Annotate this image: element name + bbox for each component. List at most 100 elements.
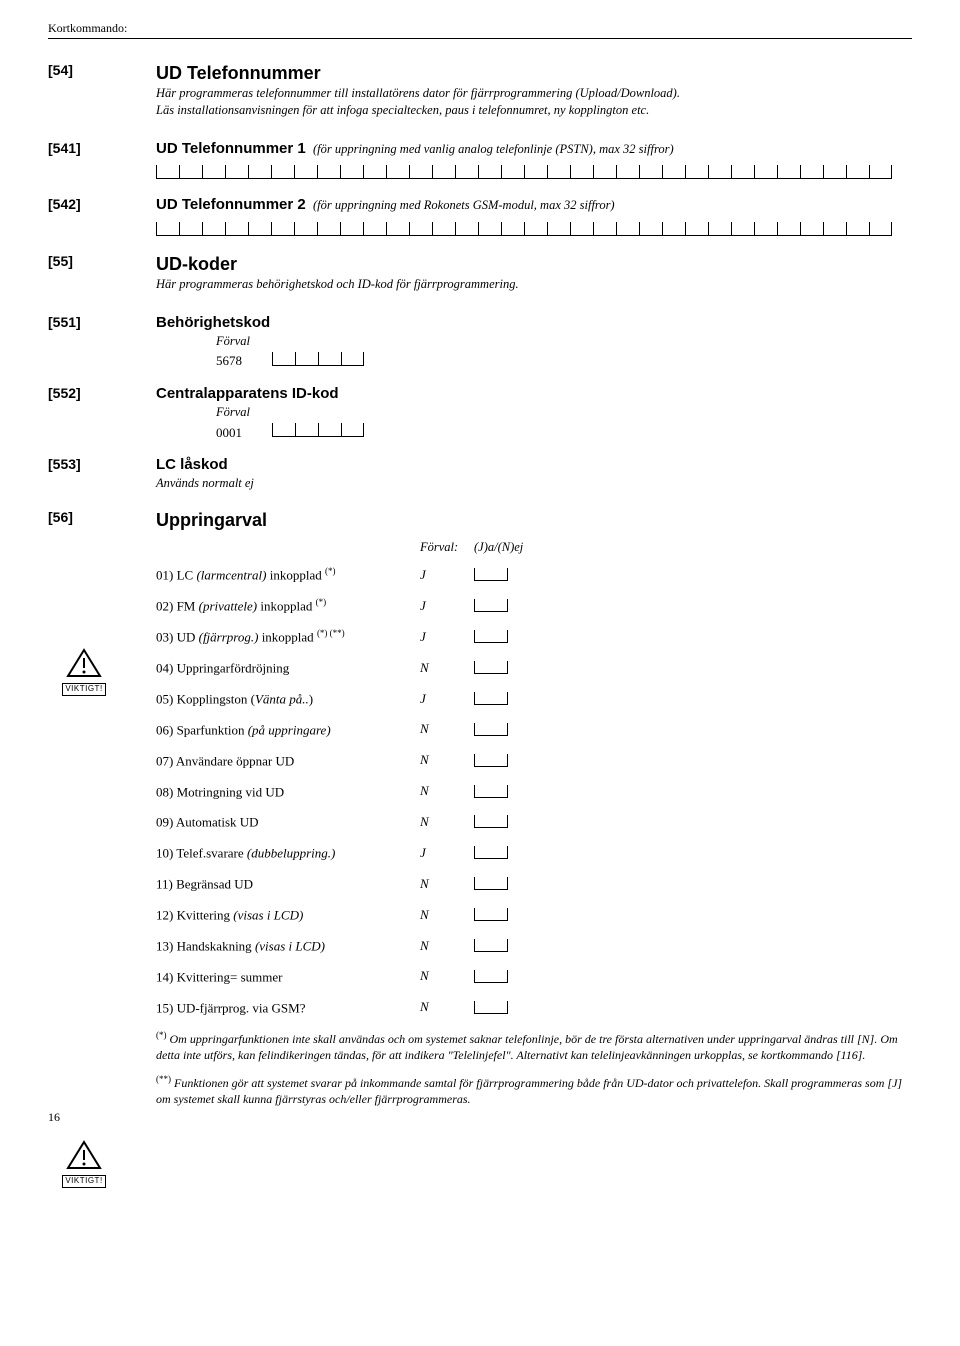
upr-default: J xyxy=(420,597,474,615)
upr-label: 06) Sparfunktion (på uppringare) xyxy=(156,720,420,739)
upr-label: 05) Kopplingston (Vänta på..) xyxy=(156,689,420,708)
warning-icon-2: VIKTIGT! xyxy=(62,1140,106,1188)
code-553: [553] xyxy=(48,455,156,474)
input-541[interactable] xyxy=(156,165,912,179)
upr-label: 02) FM (privattele) inkopplad (*) xyxy=(156,596,420,615)
upr-default: J xyxy=(420,690,474,708)
upr-default: N xyxy=(420,659,474,677)
title-55: UD-koder xyxy=(156,252,912,276)
upr-row: 11) Begränsad UDN xyxy=(156,874,912,893)
upr-default: N xyxy=(420,998,474,1016)
forval-val-551: 5678 xyxy=(216,352,242,370)
upr-row: 08) Motringning vid UDN xyxy=(156,782,912,801)
upr-input[interactable] xyxy=(474,630,508,643)
code-552: [552] xyxy=(48,384,156,403)
after-541: (för uppringning med vanlig analog telef… xyxy=(313,142,674,156)
code-542: [542] xyxy=(48,195,156,214)
title-54: UD Telefonnummer xyxy=(156,61,912,85)
upr-row: 07) Användare öppnar UDN xyxy=(156,751,912,770)
upr-label: 14) Kvittering= summer xyxy=(156,967,420,986)
upr-row: 13) Handskakning (visas i LCD)N xyxy=(156,936,912,955)
upr-label: 10) Telef.svarare (dubbeluppring.) xyxy=(156,843,420,862)
code-56: [56] xyxy=(48,508,156,527)
desc-553: Används normalt ej xyxy=(156,475,912,492)
upr-input[interactable] xyxy=(474,1001,508,1014)
upr-label: 01) LC (larmcentral) inkopplad (*) xyxy=(156,565,420,584)
upr-input[interactable] xyxy=(474,970,508,983)
upr-row: 06) Sparfunktion (på uppringare)N xyxy=(156,720,912,739)
upr-row: 02) FM (privattele) inkopplad (*)J xyxy=(156,596,912,615)
code-55: [55] xyxy=(48,252,156,271)
upr-row: 10) Telef.svarare (dubbeluppring.)J xyxy=(156,843,912,862)
title-541: UD Telefonnummer 1 xyxy=(156,140,306,157)
upr-label: 11) Begränsad UD xyxy=(156,874,420,893)
viktigt-label-1: VIKTIGT! xyxy=(62,683,105,696)
upr-input[interactable] xyxy=(474,785,508,798)
upr-row: 03) UD (fjärrprog.) inkopplad (*) (**)J xyxy=(156,627,912,646)
code-541: [541] xyxy=(48,139,156,158)
title-542: UD Telefonnummer 2 xyxy=(156,196,306,213)
upr-input[interactable] xyxy=(474,692,508,705)
upr-input[interactable] xyxy=(474,568,508,581)
upr-default: J xyxy=(420,628,474,646)
upr-row: 15) UD-fjärrprog. via GSM?N xyxy=(156,998,912,1017)
upr-row: 01) LC (larmcentral) inkopplad (*)J xyxy=(156,565,912,584)
title-552: Centralapparatens ID-kod xyxy=(156,384,912,404)
upr-label: 09) Automatisk UD xyxy=(156,812,420,831)
input-551[interactable] xyxy=(272,352,364,366)
upr-default: J xyxy=(420,844,474,862)
page-number: 16 xyxy=(48,1109,60,1125)
upr-head-forval: Förval: xyxy=(420,539,474,556)
upr-default: N xyxy=(420,813,474,831)
title-551: Behörighetskod xyxy=(156,313,912,333)
code-551: [551] xyxy=(48,313,156,332)
upr-input[interactable] xyxy=(474,723,508,736)
upr-row: 04) UppringarfördröjningN xyxy=(156,658,912,677)
upr-label: 04) Uppringarfördröjning xyxy=(156,658,420,677)
upr-default: N xyxy=(420,782,474,800)
upr-label: 03) UD (fjärrprog.) inkopplad (*) (**) xyxy=(156,627,420,646)
upr-input[interactable] xyxy=(474,599,508,612)
desc-54-2: Läs installationsanvisningen för att inf… xyxy=(156,102,912,119)
upr-default: N xyxy=(420,906,474,924)
upr-row: 05) Kopplingston (Vänta på..)J xyxy=(156,689,912,708)
upr-row: 09) Automatisk UDN xyxy=(156,812,912,831)
input-552[interactable] xyxy=(272,423,364,437)
page-header: Kortkommando: xyxy=(48,20,912,39)
upr-head-jn: (J)a/(N)ej xyxy=(474,539,523,556)
upr-default: N xyxy=(420,751,474,769)
footnote-1: (*) Om uppringarfunktionen inte skall an… xyxy=(156,1029,912,1063)
upr-input[interactable] xyxy=(474,877,508,890)
upr-input[interactable] xyxy=(474,846,508,859)
viktigt-label-2: VIKTIGT! xyxy=(62,1175,105,1188)
upr-input[interactable] xyxy=(474,661,508,674)
upr-label: 08) Motringning vid UD xyxy=(156,782,420,801)
warning-icon-1: VIKTIGT! xyxy=(62,648,106,696)
upr-default: J xyxy=(420,566,474,584)
upr-input[interactable] xyxy=(474,815,508,828)
forval-label-552: Förval xyxy=(216,404,912,421)
input-542[interactable] xyxy=(156,222,912,236)
upr-label: 15) UD-fjärrprog. via GSM? xyxy=(156,998,420,1017)
desc-55: Här programmeras behörighetskod och ID-k… xyxy=(156,276,912,293)
upr-label: 13) Handskakning (visas i LCD) xyxy=(156,936,420,955)
upr-default: N xyxy=(420,875,474,893)
upr-row: 14) Kvittering= summerN xyxy=(156,967,912,986)
desc-54-1: Här programmeras telefonnummer till inst… xyxy=(156,85,912,102)
upr-default: N xyxy=(420,720,474,738)
upr-label: 07) Användare öppnar UD xyxy=(156,751,420,770)
upr-input[interactable] xyxy=(474,908,508,921)
upr-input[interactable] xyxy=(474,939,508,952)
title-56: Uppringarval xyxy=(156,508,912,532)
forval-val-552: 0001 xyxy=(216,424,242,442)
forval-label-551: Förval xyxy=(216,333,912,350)
upr-row: 12) Kvittering (visas i LCD)N xyxy=(156,905,912,924)
title-553: LC låskod xyxy=(156,455,912,475)
code-54: [54] xyxy=(48,61,156,80)
upr-default: N xyxy=(420,967,474,985)
upr-label: 12) Kvittering (visas i LCD) xyxy=(156,905,420,924)
after-542: (för uppringning med Rokonets GSM-modul,… xyxy=(313,198,615,212)
upr-default: N xyxy=(420,937,474,955)
upr-input[interactable] xyxy=(474,754,508,767)
footnote-2: (**) Funktionen gör att systemet svarar … xyxy=(156,1073,912,1107)
